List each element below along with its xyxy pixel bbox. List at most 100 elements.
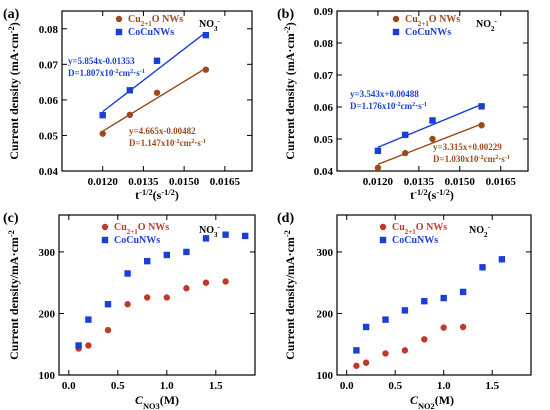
y-tick-label: 0.04 [314,166,334,178]
data-point [478,103,485,110]
data-point [126,87,134,94]
legend-label: Cu2+1O NWs [114,222,169,236]
y-tick-label: 0.07 [39,59,59,71]
data-point [183,285,190,292]
data-point [144,257,151,265]
data-point [222,278,229,285]
data-point [429,135,436,143]
data-point [362,323,370,331]
x-tick-label: 0.0135 [128,176,159,188]
data-point [104,301,112,308]
fit-annotation: D=1.030x10-2cm2·s-1 [433,154,510,165]
data-point [183,248,190,256]
x-tick-label: 0.0 [62,380,76,392]
x-tick-label: 0.5 [111,380,125,392]
legend-label: Cu2+1O NWs [405,14,460,28]
x-tick-label: 0.0165 [210,176,241,188]
panel-label: (d) [277,211,294,226]
legend-marker [392,15,400,23]
legend-label: CoCuNWs [392,235,438,246]
y-tick-label: 0.08 [314,38,334,50]
fit-line [102,31,207,113]
data-point [222,231,229,238]
data-point [353,362,360,369]
fit-line [377,103,482,148]
data-point [124,301,131,308]
y-axis-label: Current density (mA·cm-2) [283,22,298,159]
fit-line [102,67,207,132]
data-point [85,316,92,323]
y-tick-label: 0.09 [314,6,334,18]
y-tick-label: 200 [317,308,334,320]
fit-annotation: y=4.665x-0.00482 [129,126,196,136]
legend-marker [101,223,109,231]
y-axis-label: Current density (mA·cm-2) [7,22,22,159]
data-point [459,323,467,331]
y-tick-label: 300 [317,247,334,259]
x-tick-label: 1.5 [485,380,499,392]
legend-marker [379,223,387,231]
y-axis-label: Current density/mA·cm-2 [283,230,298,360]
x-tick-label: 0.0150 [445,176,476,188]
x-tick-label: 0.0120 [363,176,394,188]
data-point [401,307,409,314]
data-point [85,342,92,349]
panel-a: 0.0120 0.0135 0.0150 0.0165 0.04 0.05 0.06 0.07… [3,7,253,203]
data-point [440,294,447,302]
y-tick-label: 0.06 [314,102,334,114]
x-tick-label: 0.0165 [486,176,517,188]
data-point [402,149,409,157]
panel-label: (c) [3,211,19,226]
data-point [429,117,436,124]
data-point [382,350,389,357]
legend-label: CoCuNWs [114,235,160,246]
data-point [202,235,210,242]
x-tick-label: 0.0150 [169,176,200,188]
fit-line [377,123,482,165]
y-tick-label: 0.06 [39,95,59,107]
data-point [124,270,131,277]
legend-marker [379,236,387,244]
x-tick-label: 0.0135 [404,176,435,188]
x-axis-label: t-1/2(s-1/2) [410,188,454,203]
legend-label: CoCuNWs [128,27,174,38]
legend-marker [115,15,123,23]
data-point [421,297,428,305]
data-point [104,326,112,334]
y-tick-label: 0.07 [314,70,334,82]
data-point [440,324,447,331]
x-axis-label: t-1/2(s-1/2) [135,188,179,203]
data-point [75,342,82,349]
plot-frame [58,214,256,376]
data-point [362,359,370,366]
fit-annotation: y=3.543x+0.00488 [350,89,419,99]
y-tick-label: 200 [39,308,56,320]
data-point [163,294,170,301]
panel-label: (a) [3,7,20,22]
x-tick-label: 1.0 [437,380,451,392]
x-tick-label: 1.0 [160,380,174,392]
fit-annotation: y=5.854x-0.01353 [68,56,135,66]
y-tick-label: 300 [39,247,56,259]
data-point [153,89,161,96]
y-tick-label: 0.05 [39,130,59,142]
data-point [401,347,409,354]
y-tick-label: 0.04 [39,166,59,178]
data-point [202,31,210,39]
legend-marker [101,236,109,244]
ion-label: NO2- [476,17,498,33]
data-point [126,111,134,119]
ion-label: NO3- [199,223,221,239]
data-point [382,316,389,323]
y-tick-label: 0.05 [314,134,334,146]
data-point [99,130,106,137]
plot-frame [61,10,253,172]
legend-label: Cu2+1O NWs [128,14,183,28]
y-tick-label: 100 [317,370,334,382]
x-tick-label: 0.5 [388,380,402,392]
panel-label: (b) [277,7,294,22]
data-point [153,57,161,64]
ion-label: NO2- [469,223,491,239]
fit-annotation: D=1.147x10-2cm2·s-1 [129,138,206,149]
